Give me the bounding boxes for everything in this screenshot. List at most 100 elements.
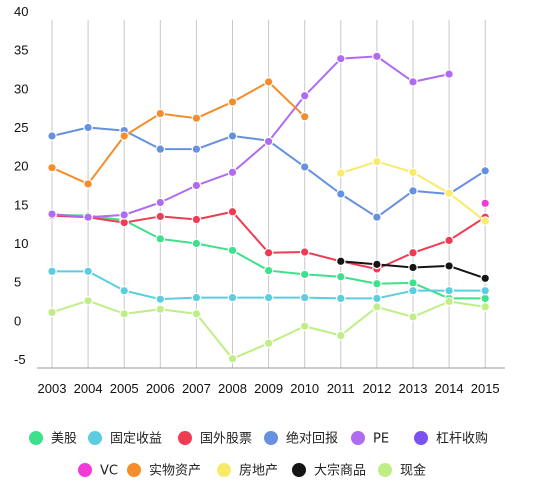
legend-item[interactable]: 现金 xyxy=(378,463,426,479)
data-point[interactable] xyxy=(335,53,346,64)
legend-item[interactable]: 杠杆收购 xyxy=(414,431,488,447)
data-point[interactable] xyxy=(191,214,202,225)
data-point[interactable] xyxy=(299,321,310,332)
data-point[interactable] xyxy=(47,307,57,318)
data-point[interactable] xyxy=(408,77,418,87)
data-point[interactable] xyxy=(444,235,454,246)
data-point[interactable] xyxy=(191,238,202,249)
data-point[interactable] xyxy=(263,292,274,303)
data-point[interactable] xyxy=(191,144,202,154)
data-point[interactable] xyxy=(480,198,490,209)
data-point[interactable] xyxy=(372,156,382,167)
data-point[interactable] xyxy=(299,111,310,122)
data-point[interactable] xyxy=(480,302,490,312)
data-point[interactable] xyxy=(83,295,93,306)
data-point[interactable] xyxy=(299,90,310,101)
data-point[interactable] xyxy=(444,69,454,79)
data-point[interactable] xyxy=(155,211,166,222)
legend-marker xyxy=(88,431,102,445)
legend-marker xyxy=(414,431,428,445)
data-point[interactable] xyxy=(227,353,238,364)
data-point[interactable] xyxy=(444,296,454,307)
data-point[interactable] xyxy=(155,304,166,315)
data-point[interactable] xyxy=(227,97,238,107)
data-point[interactable] xyxy=(408,186,418,196)
data-point[interactable] xyxy=(227,167,238,178)
data-point[interactable] xyxy=(263,136,274,147)
data-point[interactable] xyxy=(372,212,382,222)
data-point[interactable] xyxy=(119,210,129,220)
legend-item[interactable]: 实物资产 xyxy=(127,463,201,479)
data-point[interactable] xyxy=(444,261,454,271)
data-point[interactable] xyxy=(263,77,274,87)
data-point[interactable] xyxy=(299,269,310,280)
data-point[interactable] xyxy=(480,285,490,296)
data-point[interactable] xyxy=(83,122,93,133)
data-point[interactable] xyxy=(372,259,382,270)
data-point[interactable] xyxy=(408,262,418,273)
data-point[interactable] xyxy=(335,189,346,199)
legend-item[interactable]: 美股 xyxy=(29,431,77,447)
legend-label: 绝对回报 xyxy=(286,431,338,447)
data-point[interactable] xyxy=(47,266,57,277)
legend-item[interactable]: 绝对回报 xyxy=(264,431,338,447)
data-point[interactable] xyxy=(155,234,166,244)
data-point[interactable] xyxy=(263,338,274,349)
data-point[interactable] xyxy=(335,256,346,267)
data-point[interactable] xyxy=(335,330,346,341)
data-point[interactable] xyxy=(408,285,418,296)
data-point[interactable] xyxy=(408,312,418,322)
data-point[interactable] xyxy=(119,309,129,319)
data-point[interactable] xyxy=(83,179,93,189)
data-point[interactable] xyxy=(191,113,202,124)
data-point[interactable] xyxy=(408,167,418,178)
data-point[interactable] xyxy=(335,293,346,304)
legend-item[interactable]: 房地产 xyxy=(217,463,278,479)
legend-label: 实物资产 xyxy=(149,464,201,479)
x-tick-label: 2015 xyxy=(471,381,500,396)
data-point[interactable] xyxy=(480,273,490,284)
data-point[interactable] xyxy=(227,292,238,303)
data-point[interactable] xyxy=(191,180,202,191)
data-point[interactable] xyxy=(47,209,57,219)
data-point[interactable] xyxy=(191,292,202,303)
data-point[interactable] xyxy=(83,266,93,277)
legend-item[interactable]: 大宗商品 xyxy=(292,463,366,479)
data-point[interactable] xyxy=(47,162,57,173)
data-point[interactable] xyxy=(299,247,310,257)
data-point[interactable] xyxy=(299,292,310,303)
data-point[interactable] xyxy=(335,168,346,178)
data-point[interactable] xyxy=(444,188,454,199)
data-point[interactable] xyxy=(155,197,166,208)
data-point[interactable] xyxy=(480,166,490,176)
data-point[interactable] xyxy=(299,162,310,172)
data-point[interactable] xyxy=(408,247,418,258)
data-point[interactable] xyxy=(155,294,166,304)
data-point[interactable] xyxy=(83,212,93,222)
data-point[interactable] xyxy=(191,309,202,319)
data-point[interactable] xyxy=(119,285,129,296)
data-point[interactable] xyxy=(155,144,166,154)
data-point[interactable] xyxy=(372,302,382,312)
y-tick-label: 35 xyxy=(14,43,28,58)
data-point[interactable] xyxy=(263,265,274,276)
data-point[interactable] xyxy=(263,247,274,258)
data-point[interactable] xyxy=(372,278,382,289)
data-point[interactable] xyxy=(335,271,346,282)
data-point[interactable] xyxy=(372,51,382,62)
data-point[interactable] xyxy=(227,206,238,217)
legend-item[interactable]: 国外股票 xyxy=(178,431,252,447)
data-point[interactable] xyxy=(155,108,166,119)
data-point[interactable] xyxy=(480,216,490,226)
legend-item[interactable]: VC xyxy=(78,463,118,479)
legend-item[interactable]: PE xyxy=(351,431,389,447)
legend-item[interactable]: 固定收益 xyxy=(88,431,162,447)
data-point[interactable] xyxy=(372,293,382,304)
data-point[interactable] xyxy=(227,131,238,141)
y-tick-label: 15 xyxy=(14,197,28,212)
data-point[interactable] xyxy=(444,285,454,296)
series-6 xyxy=(480,198,490,209)
data-point[interactable] xyxy=(47,131,57,141)
data-point[interactable] xyxy=(119,131,129,141)
data-point[interactable] xyxy=(227,245,238,256)
